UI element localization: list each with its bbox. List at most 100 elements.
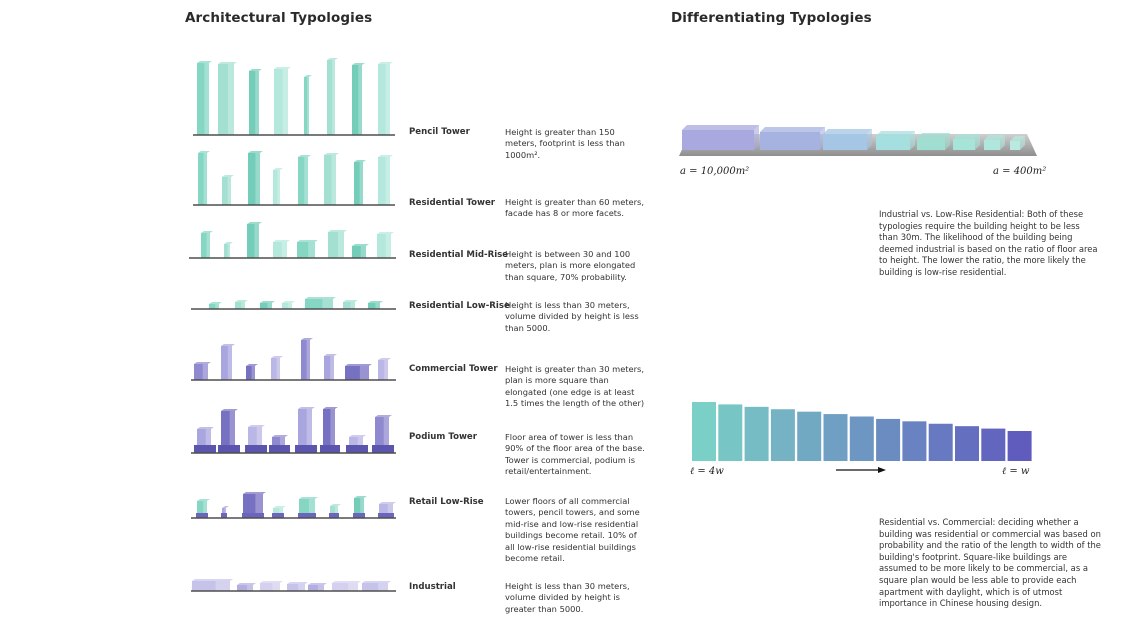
ratio-block xyxy=(1007,431,1032,461)
industrial-description: Height is less than 30 meters, volume di… xyxy=(505,581,630,614)
pencil-tower-description: Height is greater than 150 meters, footp… xyxy=(505,127,625,160)
building-block xyxy=(260,583,280,591)
building-block xyxy=(345,366,369,380)
left-section-title: Architectural Typologies xyxy=(185,10,373,26)
residential-low-rise-label: Residential Low-Rise xyxy=(409,301,510,311)
building-block xyxy=(379,504,393,514)
industrial-label: Industrial xyxy=(409,582,456,592)
building-block xyxy=(287,584,305,591)
building-block xyxy=(248,427,262,445)
retail-base xyxy=(221,513,227,518)
building-block xyxy=(349,437,363,445)
area-large-label: a = 10,000m² xyxy=(680,166,750,177)
building-block xyxy=(354,498,364,514)
building-block xyxy=(368,303,380,309)
building-block xyxy=(247,224,259,258)
ratio-block xyxy=(981,428,1006,461)
building-block xyxy=(354,162,363,205)
building-block xyxy=(248,153,260,205)
building-block xyxy=(260,303,272,309)
building-block xyxy=(301,340,310,380)
retail-base xyxy=(329,513,339,518)
building-block xyxy=(332,583,358,591)
ratio-comparison-illustration xyxy=(692,402,1032,461)
building-block xyxy=(298,157,308,205)
building-block xyxy=(224,244,230,258)
building-block xyxy=(249,71,259,135)
building-block xyxy=(235,302,245,309)
building-block xyxy=(352,65,362,135)
building-block xyxy=(324,356,334,380)
building-block xyxy=(218,64,234,135)
building-block xyxy=(378,64,390,135)
building-block xyxy=(273,170,280,205)
commercial-tower-label: Commercial Tower xyxy=(409,364,498,374)
building-block xyxy=(305,299,333,309)
building-block xyxy=(221,346,232,380)
building-block xyxy=(201,233,210,258)
residential-mid-rise-description: Height is between 30 and 100 meters, pla… xyxy=(505,249,636,282)
podium-base xyxy=(295,445,317,453)
ratio-block xyxy=(876,418,901,461)
residential-low-rise-description: Height is less than 30 meters, volume di… xyxy=(505,300,639,333)
right-section-title: Differentiating Typologies xyxy=(671,10,872,26)
building-block xyxy=(222,508,226,514)
building-block xyxy=(362,583,388,591)
building-block xyxy=(328,232,344,258)
building-block xyxy=(192,581,230,591)
podium-base xyxy=(218,445,240,453)
footprint-block xyxy=(953,139,975,150)
retail-base xyxy=(298,513,316,518)
building-block xyxy=(209,304,219,309)
footprint-block xyxy=(984,140,1000,150)
footprint-block xyxy=(876,136,910,150)
building-block xyxy=(378,360,388,380)
ratio-block xyxy=(823,414,848,461)
building-block xyxy=(352,246,366,258)
building-block xyxy=(304,77,309,135)
podium-base xyxy=(346,445,368,453)
podium-tower-label: Podium Tower xyxy=(409,432,477,442)
footprint-block xyxy=(682,130,754,150)
footprint-block xyxy=(917,138,945,150)
building-block xyxy=(308,585,324,591)
building-block xyxy=(222,177,231,205)
building-block xyxy=(273,242,287,258)
podium-base xyxy=(194,445,216,453)
building-block xyxy=(197,501,207,514)
building-block xyxy=(298,409,312,445)
retail-base xyxy=(196,513,208,518)
footprint-block xyxy=(823,134,867,150)
building-block xyxy=(274,69,288,135)
building-block xyxy=(377,234,391,258)
ratio-block xyxy=(744,406,769,461)
area-comparison-illustration xyxy=(679,125,1037,156)
area-small-label: a = 400m² xyxy=(993,166,1047,177)
ratio-block xyxy=(902,421,927,461)
building-block xyxy=(272,437,285,445)
building-block xyxy=(324,155,336,205)
residential-tower-description: Height is greater than 60 meters, facade… xyxy=(505,197,645,219)
building-block xyxy=(297,242,315,258)
building-block xyxy=(197,429,211,445)
residential-tower-label: Residential Tower xyxy=(409,198,496,208)
building-block xyxy=(323,409,335,445)
building-block xyxy=(194,364,208,380)
retail-base xyxy=(272,513,284,518)
building-block xyxy=(299,499,315,514)
podium-base xyxy=(269,445,290,453)
podium-tower-description: Floor area of tower is less than 90% of … xyxy=(505,432,645,477)
retail-low-rise-label: Retail Low-Rise xyxy=(409,497,484,507)
building-block xyxy=(271,358,280,380)
pencil-tower-label: Pencil Tower xyxy=(409,127,470,137)
building-block xyxy=(273,508,283,514)
commercial-tower-description: Height is greater than 30 meters, plan i… xyxy=(505,364,645,409)
ratio-block xyxy=(849,416,874,461)
length-w-label: ℓ = w xyxy=(1002,466,1030,477)
ratio-block xyxy=(692,402,716,461)
retail-base xyxy=(378,513,394,518)
footprint-block xyxy=(1010,141,1020,150)
length-4w-label: ℓ = 4w xyxy=(690,466,724,477)
retail-base xyxy=(353,513,365,518)
building-block xyxy=(243,494,263,514)
